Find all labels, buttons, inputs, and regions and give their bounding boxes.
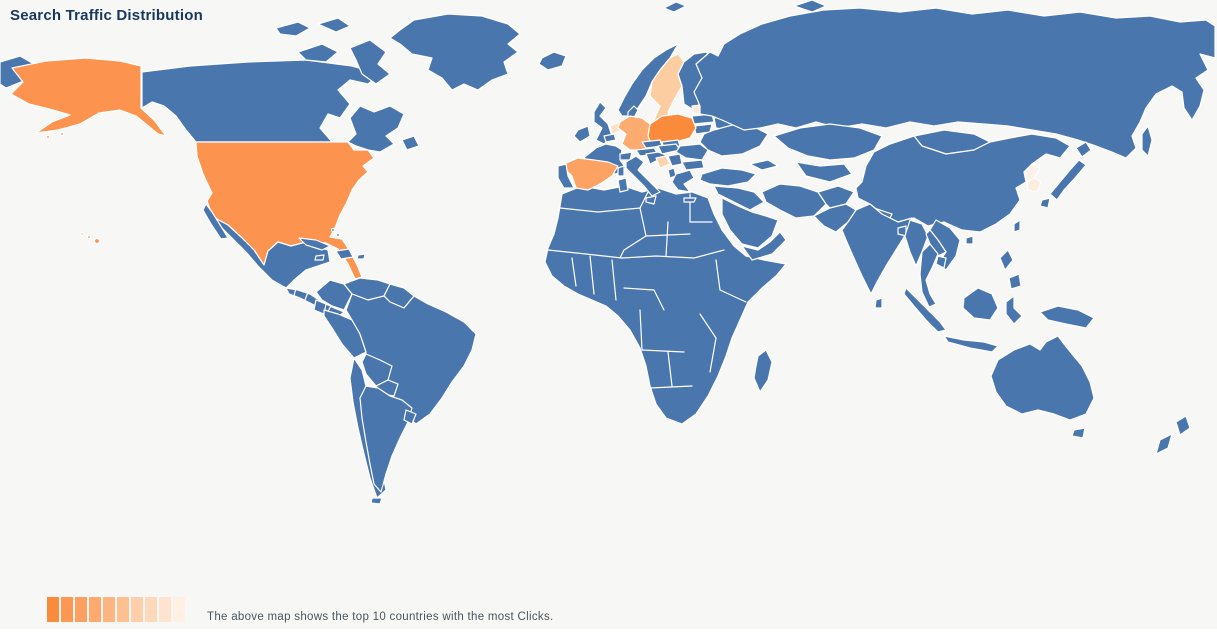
country-russia[interactable] [693,7,1216,159]
country-thailand[interactable] [919,243,939,308]
continent-africa[interactable] [544,185,787,425]
baja-peninsula[interactable] [202,203,229,240]
legend-swatch [61,597,73,622]
bahamas-island[interactable] [330,227,336,233]
country-myanmar[interactable] [904,219,929,267]
country-ireland[interactable] [573,125,591,143]
island-sumatra[interactable] [903,287,947,333]
legend-swatch [145,597,157,622]
country-colombia[interactable] [315,279,353,311]
region-yemen-oman[interactable] [741,231,787,261]
country-jamaica[interactable] [314,254,325,261]
island-sardinia[interactable] [617,177,629,193]
island-svalbard[interactable] [663,1,687,13]
country-argentina[interactable] [359,385,413,493]
island-borneo[interactable] [962,287,999,321]
country-italy[interactable] [625,155,661,197]
island-new-zealand-north[interactable] [1175,415,1191,436]
island-taiwan[interactable] [1013,219,1021,233]
legend-swatch [89,597,101,622]
hawaii-island[interactable] [80,232,84,236]
island-sicily[interactable] [645,195,657,205]
legend-caption: The above map shows the top 10 countries… [207,611,554,623]
region-caucasus[interactable] [749,159,779,171]
country-madagascar[interactable] [753,349,773,393]
hawaii-island[interactable] [86,234,92,240]
country-kazakhstan[interactable] [773,123,883,161]
island-luzon-philippines[interactable] [999,249,1014,271]
country-spain[interactable] [563,157,619,191]
country-greece[interactable] [671,169,695,193]
island-new-guinea[interactable] [1039,305,1095,329]
legend-swatch [117,597,129,622]
hawaii-island[interactable] [93,237,101,245]
country-bangladesh[interactable] [897,225,907,237]
legend-swatch [131,597,143,622]
country-iraq[interactable] [713,185,765,211]
island-tasmania[interactable] [1071,427,1086,439]
island-puerto-rico[interactable] [356,253,366,260]
island-sakhalin[interactable] [1141,125,1153,157]
country-saudi-arabia[interactable] [721,197,779,249]
page-title: Search Traffic Distribution [10,7,203,24]
country-iceland[interactable] [538,51,567,71]
island-kyushu-japan[interactable] [1039,197,1051,209]
legend-swatch [75,597,87,622]
country-south-korea[interactable] [1026,177,1042,193]
arctic-island[interactable] [297,43,339,63]
legend-swatch [173,597,185,622]
island-honshu-japan[interactable] [1049,159,1087,201]
island-newfoundland[interactable] [401,135,420,151]
island-corsica[interactable] [617,165,625,177]
country-north-korea[interactable] [1023,163,1041,183]
country-sweden[interactable] [649,53,685,131]
country-belgium[interactable] [603,133,617,143]
legend-swatch [159,597,171,622]
country-india[interactable] [841,203,913,295]
legend-color-scale [47,597,185,622]
country-cuba[interactable] [298,237,331,251]
island-sulawesi[interactable] [1005,295,1023,325]
country-cambodia[interactable] [935,255,947,269]
country-portugal[interactable] [557,163,575,189]
country-turkey[interactable] [699,167,757,187]
footer-strip [0,629,1217,643]
africa-internal-borders [547,191,747,389]
legend-swatch [47,597,59,622]
country-australia[interactable] [990,335,1095,421]
island-java[interactable] [943,335,999,353]
island-hispaniola[interactable] [335,248,354,260]
country-bosnia-and-herzegovina[interactable] [655,155,671,169]
country-greenland[interactable] [389,13,521,91]
arctic-island-baffin[interactable] [349,39,391,85]
country-peru[interactable] [323,309,367,359]
country-canada[interactable] [141,59,405,155]
aleutian-island[interactable] [45,134,51,140]
central-america-borders [293,287,332,314]
aleutian-island[interactable] [59,131,65,137]
region-central-asia[interactable] [795,161,853,183]
island-mindanao-philippines[interactable] [1008,273,1022,290]
world-map [0,0,1216,505]
country-serbia[interactable] [667,153,683,167]
island-tierra-del-fuego[interactable] [370,497,383,505]
arctic-island[interactable] [275,21,311,37]
country-mexico[interactable] [212,216,331,289]
island-crete[interactable] [683,197,697,203]
island-hokkaido-japan[interactable] [1075,141,1092,158]
country-uruguay[interactable] [403,409,417,425]
legend-swatch [103,597,115,622]
island-hainan[interactable] [965,235,974,245]
arctic-island[interactable] [317,17,351,33]
country-bulgaria[interactable] [681,159,705,171]
island-new-zealand-south[interactable] [1155,433,1173,455]
country-alaska[interactable] [10,57,167,137]
island-novaya-zemlya[interactable] [793,0,827,13]
country-sri-lanka[interactable] [874,297,883,309]
bahamas-island[interactable] [335,232,341,238]
country-iran[interactable] [761,183,827,219]
